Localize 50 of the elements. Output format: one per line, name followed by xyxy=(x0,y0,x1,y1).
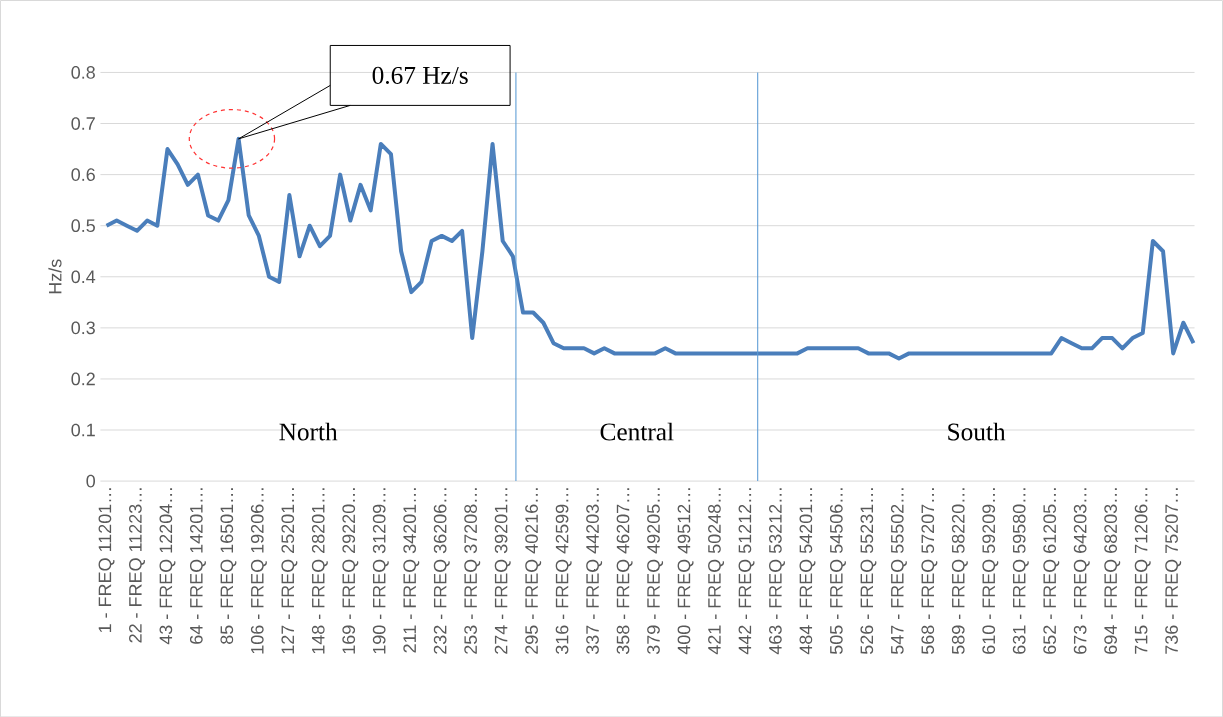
x-tick-label: 316 - FREQ 42599… xyxy=(555,488,572,654)
x-tick-label: 652 - FREQ 61205… xyxy=(1043,488,1060,654)
annotation: North xyxy=(279,422,338,441)
x-tick-label: 568 - FREQ 57207… xyxy=(921,488,938,654)
x-tick-label: 148 - FREQ 28201… xyxy=(311,488,328,654)
x-tick-label: 505 - FREQ 54506… xyxy=(829,488,846,654)
y-tick-label: 0.8 xyxy=(71,65,95,79)
x-tick-label: 421 - FREQ 50248… xyxy=(708,488,725,655)
x-tick-label: 631 - FREQ 59580… xyxy=(1012,488,1029,654)
x-tick-label: 85 - FREQ 16501… xyxy=(220,488,237,644)
x-tick-label: 736 - FREQ 75207… xyxy=(1165,488,1182,654)
x-tick-label: 715 - FREQ 71206… xyxy=(1134,488,1151,654)
x-tick-label: 190 - FREQ 31209… xyxy=(372,488,389,654)
x-tick-label: 64 - FREQ 14201… xyxy=(189,488,206,644)
y-tick-label: 0.4 xyxy=(71,270,96,283)
y-tick-label: 0 xyxy=(86,474,96,488)
x-tick-label: 463 - FREQ 53212… xyxy=(769,488,785,655)
x-tick-label: 400 - FREQ 49512… xyxy=(677,488,694,655)
annotation: South xyxy=(948,422,1006,441)
x-tick-label: 610 - FREQ 59209… xyxy=(982,488,999,654)
x-tick-label: 211 - FREQ 34201… xyxy=(403,488,420,653)
x-tick-label: 694 - FREQ 68203… xyxy=(1104,488,1121,654)
x-tick-label: 484 - FREQ 54201… xyxy=(799,488,816,655)
y-tick-label: 0.1 xyxy=(71,423,95,437)
x-tick-label: 589 - FREQ 58220… xyxy=(951,488,968,654)
annotation: Central xyxy=(600,422,674,441)
x-tick-label: 43 - FREQ 12204… xyxy=(159,488,176,645)
x-tick-label: 673 - FREQ 64203… xyxy=(1073,488,1090,654)
x-tick-label: 358 - FREQ 46207… xyxy=(616,488,633,654)
x-tick-label: 274 - FREQ 39201… xyxy=(494,488,511,654)
y-tick-label: 0.2 xyxy=(71,372,95,386)
x-tick-label: 232 - FREQ 36206… xyxy=(433,488,450,654)
y-axis-title: Hz/s xyxy=(48,259,62,294)
x-tick-label: 1 - FREQ 11201… xyxy=(98,488,115,632)
x-tick-label: 442 - FREQ 51212… xyxy=(738,488,755,655)
x-tick-label: 127 - FREQ 25201… xyxy=(281,488,298,654)
x-tick-label: 547 - FREQ 55502… xyxy=(890,488,907,654)
x-tick-label: 526 - FREQ 55231… xyxy=(860,488,877,654)
x-tick-label: 106 - FREQ 19206… xyxy=(250,488,267,654)
x-tick-label: 379 - FREQ 49205… xyxy=(647,488,664,654)
x-tick-label: 22 - FREQ 11223… xyxy=(129,488,145,643)
y-tick-label: 0.6 xyxy=(71,168,95,181)
annotation: 0.67 Hz/s xyxy=(372,66,468,84)
y-tick-label: 0.5 xyxy=(71,219,95,232)
x-tick-label: 253 - FREQ 37208… xyxy=(464,488,481,654)
y-tick-label: 0.3 xyxy=(71,321,95,335)
x-tick-label: 169 - FREQ 29220… xyxy=(342,488,359,654)
x-tick-label: 295 - FREQ 40216… xyxy=(525,488,542,654)
x-tick-label: 337 - FREQ 44203… xyxy=(586,488,603,654)
y-tick-label: 0.7 xyxy=(71,116,95,130)
